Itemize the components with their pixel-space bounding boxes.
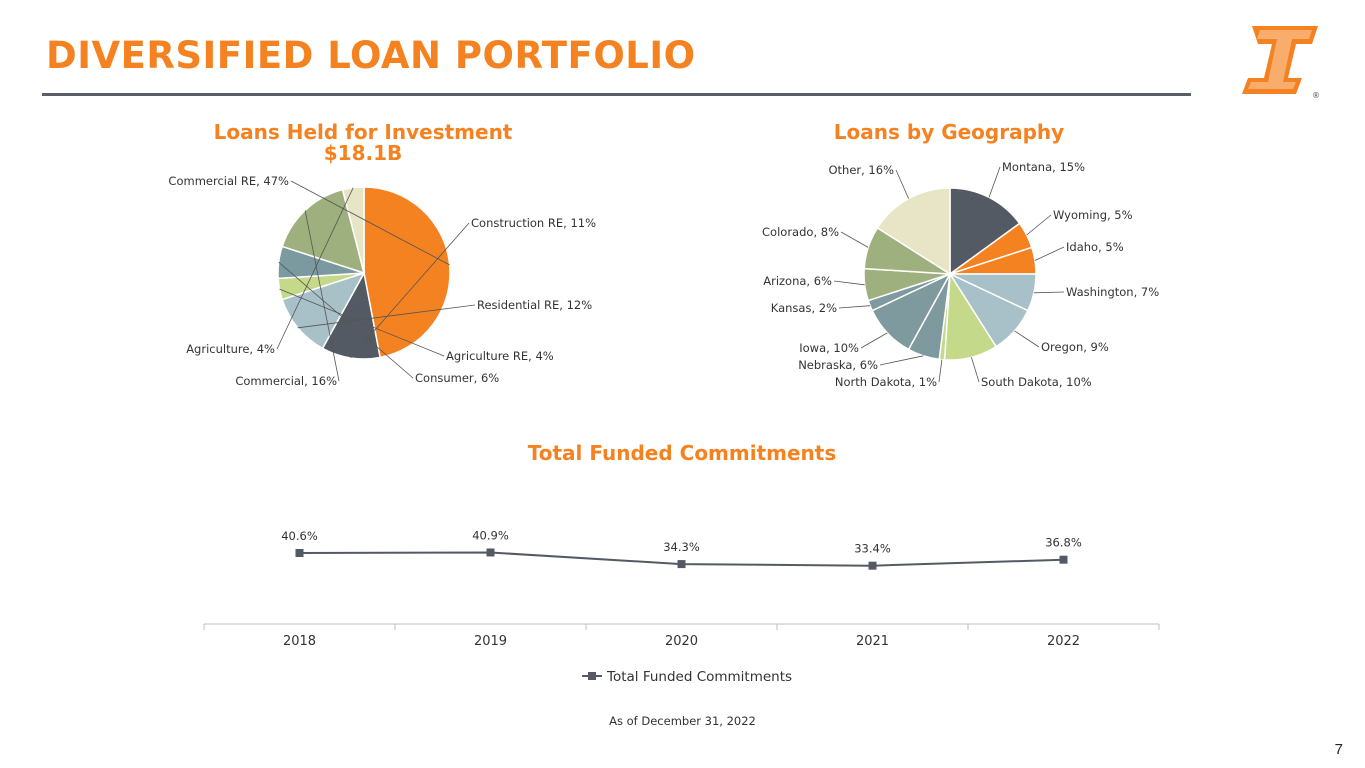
x-tick-label: 2020 <box>665 634 698 649</box>
pie2-leader-line <box>938 359 943 383</box>
pie2-slices <box>863 187 1037 361</box>
pie2-slice-label: Idaho, 5% <box>1066 240 1124 254</box>
x-tick-label: 2021 <box>856 634 889 649</box>
x-tick-label: 2022 <box>1047 634 1080 649</box>
series-point-marker <box>677 560 686 569</box>
pie2-slice-label: Kansas, 2% <box>771 301 837 315</box>
legend-series-name: Total Funded Commitments <box>606 669 792 685</box>
x-tick-label: 2018 <box>283 634 316 649</box>
pie2-slice-label: Washington, 7% <box>1066 285 1159 299</box>
pie2-leader-line <box>840 231 869 248</box>
pie2-slice-label: South Dakota, 10% <box>981 375 1092 389</box>
pie1-leader-line <box>350 222 470 359</box>
first-interstate-logo-icon: ® <box>1242 26 1320 100</box>
pie1-title: Loans Held for Investment <box>214 120 513 144</box>
pie2-slice-label: Arizona, 6% <box>763 274 832 288</box>
series-point-marker <box>1059 555 1068 564</box>
pie1-slices <box>277 186 451 360</box>
pie1-leader-line <box>276 187 354 350</box>
pie1-slice <box>363 186 451 359</box>
pie2-leader-line <box>1033 291 1065 294</box>
pie1-slice <box>341 186 365 274</box>
pie2-leader-line <box>833 280 865 286</box>
pie1-slice-label: Construction RE, 11% <box>471 216 596 230</box>
pie1-slice-label: Residential RE, 12% <box>477 298 592 312</box>
footnote: As of December 31, 2022 <box>609 714 756 728</box>
pie2-leader-line <box>860 332 888 349</box>
pie2-slice <box>949 187 1021 276</box>
pie2-slice-label: Oregon, 9% <box>1041 340 1109 354</box>
pie2-slice-label: Montana, 15% <box>1002 160 1085 174</box>
line-legend: Total Funded Commitments <box>582 669 792 685</box>
pie1-subtitle: $18.1B <box>324 141 403 165</box>
pie2-leader-line <box>1014 330 1040 348</box>
pie2-slice-label: Colorado, 8% <box>762 225 839 239</box>
pie2-slice-label: Iowa, 10% <box>799 341 859 355</box>
pie2-slice-label: Other, 16% <box>828 163 894 177</box>
pie1-slice-label: Consumer, 6% <box>415 371 499 385</box>
pie2-leader-line <box>1034 246 1065 261</box>
logo-registered-mark: ® <box>1312 91 1320 100</box>
pie2-leader-line <box>1026 214 1052 236</box>
x-tick-label: 2019 <box>474 634 507 649</box>
pie1-slice-label: Agriculture RE, 4% <box>446 349 554 363</box>
legend-marker-swatch <box>588 672 596 680</box>
series-point-marker <box>295 549 304 557</box>
series-point-marker <box>486 548 495 557</box>
line-series: 40.6% 40.9% 34.3% 33.4% 36.8% <box>281 528 1082 570</box>
pie2-labels: Montana, 15% Wyoming, 5% Idaho, 5% Washingt… <box>762 160 1159 389</box>
pie1-leader-line <box>278 261 414 379</box>
pie1-slice-label: Commercial RE, 47% <box>168 174 289 188</box>
pie2-leader-line <box>988 166 1001 198</box>
pie2-leader-line <box>971 357 980 383</box>
pie2-slice-label: North Dakota, 1% <box>835 375 937 389</box>
pie-chart-geography: Loans by Geography Montana, 15% Wyoming, … <box>762 120 1159 389</box>
line-title: Total Funded Commitments <box>528 441 837 465</box>
pie1-slice-label: Commercial, 16% <box>235 374 337 388</box>
line-chart-commitments: Total Funded Commitments 2018 2019 2020 202… <box>203 441 1160 685</box>
pie2-slice <box>876 187 951 276</box>
pie2-leader-line <box>895 169 909 199</box>
page-number: 7 <box>1334 741 1343 758</box>
pie1-leader-line <box>304 210 340 382</box>
page-title: DIVERSIFIED LOAN PORTFOLIO <box>46 34 696 77</box>
pie2-slice-label: Nebraska, 6% <box>798 358 878 372</box>
pie1-leader-line <box>279 288 445 357</box>
pie-chart-loans-held: Loans Held for Investment $18.1B Commerc… <box>168 120 596 388</box>
pie2-title: Loans by Geography <box>834 120 1064 144</box>
data-point-label: 36.8% <box>1045 536 1082 550</box>
pie1-leader-line <box>290 180 450 266</box>
line-x-axis: 2018 2019 2020 2021 2022 <box>203 623 1160 649</box>
data-point-label: 40.9% <box>472 528 509 542</box>
series-point-marker <box>868 561 877 570</box>
pie1-slice-label: Agriculture, 4% <box>186 342 275 356</box>
pie2-leader-line <box>838 305 871 309</box>
data-point-label: 34.3% <box>663 540 700 554</box>
data-point-label: 33.4% <box>854 542 891 556</box>
pie2-slice-label: Wyoming, 5% <box>1053 208 1133 222</box>
data-point-label: 40.6% <box>281 529 318 543</box>
title-divider <box>42 93 1191 96</box>
pie1-leader-line <box>297 304 476 329</box>
pie2-leader-line <box>879 355 924 366</box>
pie1-labels: Commercial RE, 47% Construction RE, 11% Re… <box>168 174 596 388</box>
